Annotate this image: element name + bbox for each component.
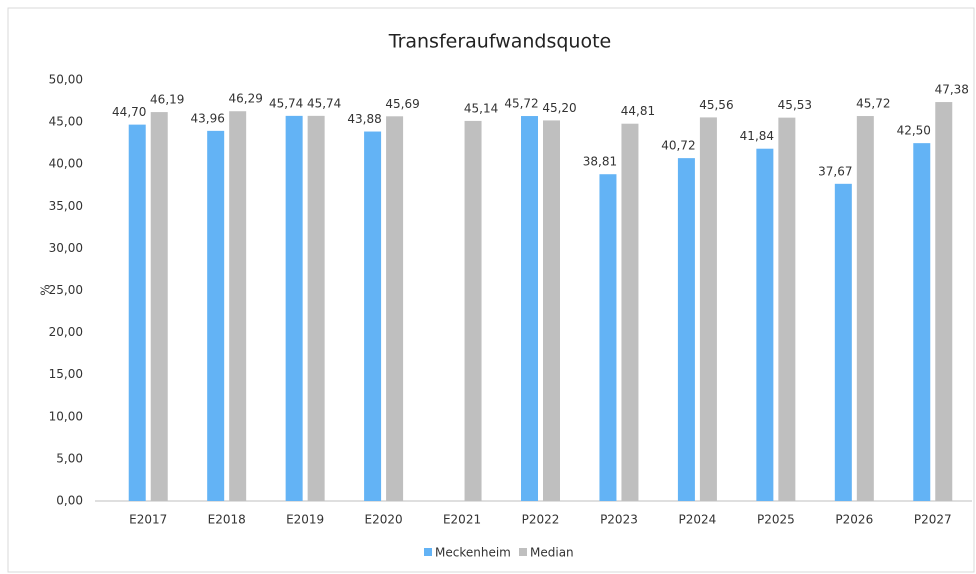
bar	[621, 123, 639, 501]
value-label: 46,29	[229, 92, 263, 106]
value-label: 45,74	[307, 96, 341, 110]
x-tick-label: P2026	[835, 513, 873, 527]
value-label: 43,88	[347, 112, 381, 126]
bar	[778, 117, 796, 502]
chart-border	[7, 7, 975, 573]
chart-title: Transferaufwandsquote	[388, 31, 612, 53]
legend-swatch	[519, 548, 527, 556]
bar	[364, 131, 382, 501]
value-label: 45,20	[542, 101, 576, 115]
bar	[307, 115, 325, 501]
x-tick-label: E2018	[208, 513, 246, 527]
value-label: 45,53	[778, 98, 812, 112]
legend-label: Meckenheim	[435, 546, 511, 560]
value-label: 42,50	[897, 124, 931, 138]
value-label: 47,38	[935, 83, 969, 97]
y-tick-label: 0,00	[56, 494, 83, 508]
y-tick-label: 40,00	[49, 157, 83, 171]
value-label: 37,67	[818, 164, 852, 178]
value-label: 45,74	[269, 96, 303, 110]
x-tick-label: P2025	[757, 513, 795, 527]
value-label: 45,72	[856, 97, 890, 111]
bar	[543, 120, 560, 501]
bar	[521, 116, 538, 501]
x-tick-label: P2024	[679, 513, 717, 527]
x-tick-label: E2021	[443, 513, 481, 527]
y-tick-label: 25,00	[49, 283, 83, 297]
bar	[128, 124, 146, 501]
bar	[856, 116, 874, 501]
x-tick-label: E2017	[129, 513, 167, 527]
bar	[756, 148, 774, 501]
y-tick-label: 50,00	[49, 73, 83, 87]
bar	[150, 112, 168, 501]
bar	[699, 117, 717, 501]
value-label: 38,81	[583, 155, 617, 169]
value-label: 46,19	[150, 93, 184, 107]
value-label: 45,56	[699, 98, 733, 112]
value-label: 43,96	[191, 111, 225, 125]
bar	[599, 174, 617, 502]
bar	[386, 116, 404, 502]
bar	[834, 183, 852, 501]
y-axis-label: %	[39, 284, 53, 295]
bar	[464, 120, 482, 501]
y-tick-label: 35,00	[49, 199, 83, 213]
bar	[285, 115, 303, 501]
y-tick-label: 10,00	[49, 409, 83, 423]
bar	[935, 102, 953, 502]
bar	[207, 130, 225, 501]
bar	[913, 143, 931, 501]
bar	[677, 158, 695, 501]
x-tick-label: P2023	[600, 513, 638, 527]
y-tick-label: 5,00	[56, 451, 83, 465]
value-label: 45,72	[504, 97, 538, 111]
value-label: 44,81	[621, 104, 655, 118]
legend-label: Median	[530, 546, 574, 560]
x-tick-label: P2022	[522, 513, 560, 527]
value-label: 45,69	[385, 97, 419, 111]
y-tick-label: 30,00	[49, 241, 83, 255]
value-label: 41,84	[740, 129, 774, 143]
value-label: 40,72	[661, 139, 695, 153]
legend-swatch	[424, 548, 432, 556]
x-tick-label: E2019	[286, 513, 324, 527]
x-tick-label: E2020	[365, 513, 403, 527]
y-tick-label: 45,00	[49, 115, 83, 129]
y-tick-label: 15,00	[49, 367, 83, 381]
bar	[229, 111, 247, 502]
value-label: 44,70	[112, 105, 146, 119]
x-tick-label: P2027	[914, 513, 952, 527]
value-label: 45,14	[464, 101, 498, 115]
y-tick-label: 20,00	[49, 325, 83, 339]
